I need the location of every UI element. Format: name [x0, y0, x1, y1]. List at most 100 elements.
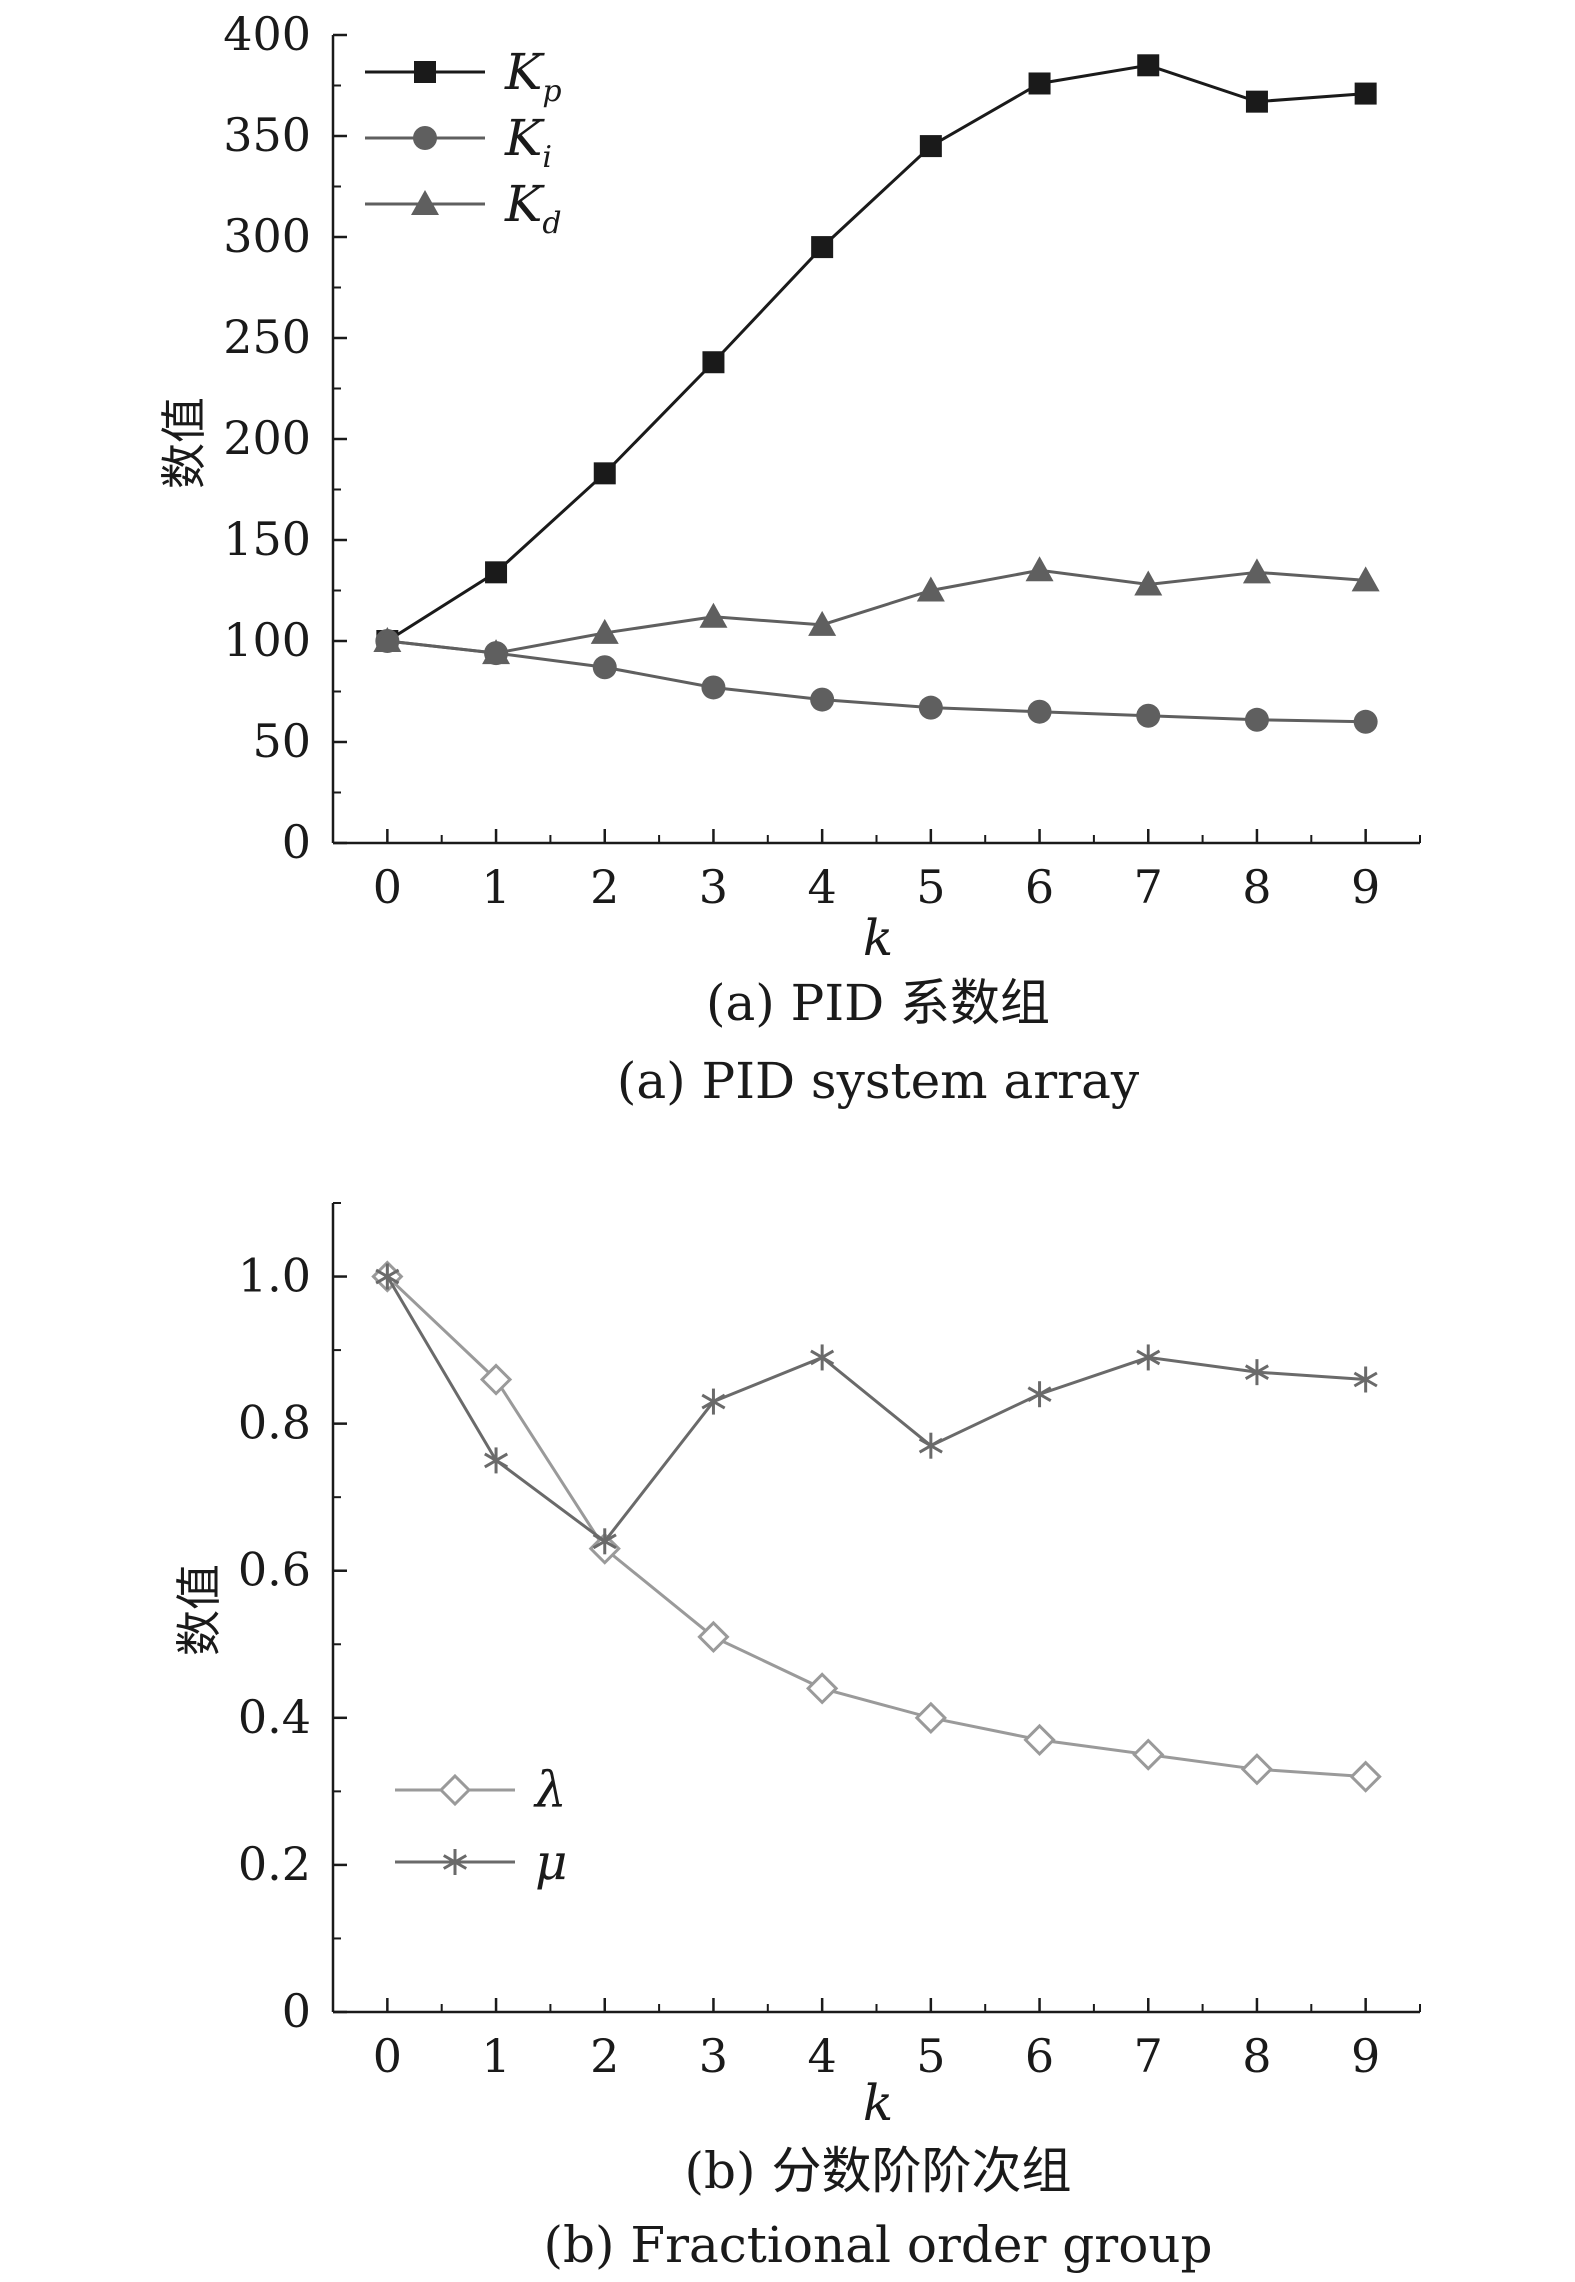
- chart-a-x-tick-label: 8: [1242, 860, 1271, 914]
- chart-b-series--0-line: [386, 1275, 1366, 1779]
- chart-b-x-tick-label: 3: [699, 2029, 728, 2083]
- chart-a-x-tick-label: 5: [916, 860, 945, 914]
- chart-b-series--1-point: [375, 1263, 400, 1290]
- chart-a-y-tick-label: 0: [282, 815, 311, 869]
- chart-a-series-Ki-1-line: [387, 639, 1366, 724]
- chart-a-x-tick-label: 2: [590, 860, 619, 914]
- chart-a-series-Kd-2-point: [699, 602, 728, 628]
- chart-b-x-tick-label: 8: [1242, 2029, 1271, 2083]
- chart-a-legend-entry-1-marker: [413, 126, 437, 150]
- chart-a-x-tick-label: 3: [699, 860, 728, 914]
- chart-a-series-Kd-2-point: [1025, 556, 1054, 582]
- chart-b-series--0-point: [1132, 1738, 1165, 1771]
- chart-a-legend-entry-0-marker: [414, 61, 436, 83]
- chart-b-legend-entry-1-label: μ: [535, 1833, 568, 1891]
- chart-a-series-Kp-0-point: [1245, 90, 1268, 113]
- chart-a-series-Kp-0-point: [919, 135, 942, 158]
- chart-a-series-Kd-2-point: [1242, 558, 1271, 584]
- chart-a-caption-en: (a) PID system array: [617, 1052, 1140, 1110]
- chart-b-legend-entry-1-marker: [442, 1849, 468, 1875]
- chart-a-y-tick-label: 150: [223, 512, 311, 566]
- chart-a-series-Kd-2-point: [916, 576, 945, 602]
- chart-b-legend-entry-1: μ: [395, 1833, 568, 1891]
- chart-b-x-axis-label: k: [863, 2074, 893, 2132]
- chart-b-series--1-point: [1353, 1366, 1378, 1393]
- chart-a-x-axis-label: k: [863, 909, 893, 967]
- chart-b-y-tick-label: 0.2: [238, 1837, 311, 1891]
- chart-a-y-tick-label: 50: [252, 714, 311, 768]
- chart-b-series--0-point: [1240, 1753, 1274, 1786]
- chart-a-legend-entry-2-label: Kd: [504, 175, 562, 241]
- chart-a-series-Kd-2-point: [373, 627, 402, 652]
- chart-b-legend-entry-0-label: λ: [533, 1761, 567, 1819]
- chart-a-y-tick-label: 350: [223, 108, 311, 162]
- chart-a-x-tick-label: 1: [481, 860, 510, 914]
- chart-b-axes: 0 0.2 0.4 0.6 0.8 1.0 0 1 2 3 4 5 6 7 8 9: [238, 1202, 1421, 2083]
- chart-a-legend-entry-1: Ki: [365, 109, 552, 175]
- chart-b-x-tick-label: 0: [373, 2029, 402, 2083]
- chart-b-x-tick-label: 6: [1025, 2029, 1054, 2083]
- chart-b-legend: λμ: [395, 1761, 568, 1891]
- chart-a-legend-entry-0: Kp: [365, 43, 562, 109]
- chart-b-series--1-point: [918, 1432, 943, 1459]
- chart-a-y-tick-label: 250: [223, 310, 311, 364]
- chart-a-series-Kp-0-point: [593, 462, 616, 485]
- chart-a-series-Kd-2-line: [387, 568, 1366, 655]
- chart-b-y-tick-label: 0.8: [238, 1396, 311, 1450]
- chart-b-y-tick-label: 1.0: [238, 1249, 311, 1303]
- chart-a-series-Kp-0-point: [702, 351, 725, 374]
- chart-a-legend-entry-1-label-subscript: i: [542, 140, 552, 175]
- chart-b-y-tick-label: 0.6: [238, 1543, 311, 1597]
- chart-a-series-Ki-1-point: [1136, 703, 1161, 728]
- chart-a-series-Kd-2-point: [1134, 570, 1163, 596]
- chart-b-series--1-point: [1027, 1381, 1052, 1408]
- chart-a-series-Ki-1-point: [1353, 709, 1378, 734]
- chart-a-x-tick-label: 7: [1134, 860, 1163, 914]
- chart-a-series-Kp-0-point: [1028, 72, 1051, 95]
- chart-b-legend-entry-0: λ: [395, 1761, 567, 1819]
- chart-b-x-tick-label: 4: [808, 2029, 837, 2083]
- chart-b-series--1-point: [701, 1388, 726, 1415]
- chart-b-series--1-point: [810, 1344, 835, 1371]
- chart-a-x-tick-label: 9: [1351, 860, 1380, 914]
- chart-b-series--1-line: [386, 1275, 1366, 1544]
- chart-a-series-Kd-2-point: [808, 610, 837, 636]
- chart-a-y-axis-label: 数值: [157, 397, 211, 489]
- chart-b-caption-en: (b) Fractional order group: [543, 2216, 1212, 2274]
- chart-b-y-tick-label: 0.4: [238, 1690, 311, 1744]
- chart-a-series-Ki-1-point: [918, 695, 943, 720]
- chart-b-series--0-point: [914, 1701, 947, 1734]
- chart-a-y-tick-label: 200: [223, 411, 311, 465]
- chart-a-legend-entry-1-label: Ki: [504, 109, 552, 175]
- chart-a-legend-entry-0-label: Kp: [504, 43, 562, 109]
- chart-a-series-Ki-1-point: [810, 687, 835, 712]
- chart-a-axes: 0 50 100 150 200 250 300 350 400 0 1 2 3 4 5 6 7 8 9: [223, 7, 1421, 914]
- chart-a-series-Kp-0-point: [1137, 54, 1160, 77]
- chart-b-x-tick-label: 1: [481, 2029, 510, 2083]
- chart-b-x-tick-label: 2: [590, 2029, 619, 2083]
- chart-b-x-tick-label: 9: [1351, 2029, 1380, 2083]
- chart-a-series-Ki-1-point: [1244, 707, 1269, 732]
- chart-b-series--0-point: [1023, 1723, 1056, 1757]
- chart-a-legend-entry-0-label-subscript: p: [542, 74, 561, 109]
- chart-b-series--0-point: [479, 1363, 513, 1396]
- chart-b-series: [371, 1260, 1382, 1793]
- chart-b-x-tick-label: 7: [1134, 2029, 1163, 2083]
- chart-a-series-Kp-0-line: [386, 63, 1366, 643]
- chart-a-legend-entry-2: Kd: [365, 175, 562, 241]
- chart-b-series--0-point: [697, 1620, 730, 1654]
- chart-a-series-Kd-2-point: [1351, 566, 1380, 592]
- chart-a-series-Kp-0-point: [1354, 82, 1377, 105]
- chart-a-series-Ki-1-point: [1027, 699, 1052, 724]
- chart-a-x-tick-label: 6: [1025, 860, 1054, 914]
- chart-a-y-tick-label: 100: [223, 613, 311, 667]
- chart-b-series--1-point: [1136, 1344, 1161, 1371]
- chart-a-series: [373, 54, 1380, 734]
- chart-b-x-tick-label: 5: [916, 2029, 945, 2083]
- chart-a-series-Kp-0-point: [485, 561, 508, 584]
- chart-b-series--0-point: [1349, 1760, 1382, 1793]
- chart-pid-coefficients: 0 50 100 150 200 250 300 350 400 0 1 2 3 4 5 6 7 8 9 KpKiK…: [157, 7, 1421, 1110]
- chart-b-series--1-point: [484, 1447, 509, 1474]
